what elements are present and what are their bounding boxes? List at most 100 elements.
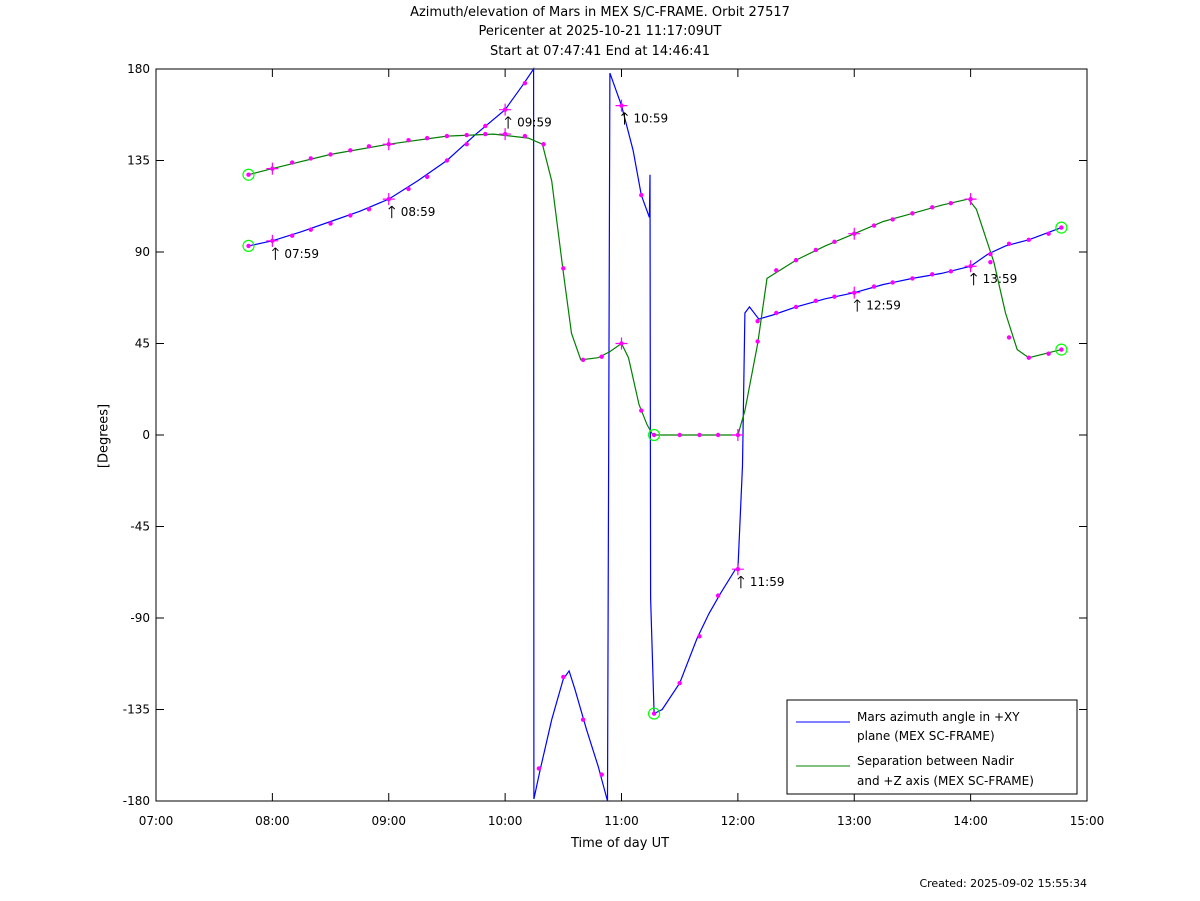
hour-cross-marker: [382, 138, 395, 151]
hour-cross-marker: [615, 99, 628, 112]
hour-cross-marker: [848, 286, 861, 299]
data-point-marker: [599, 354, 604, 359]
hour-cross-marker: [731, 563, 744, 576]
data-point-marker: [424, 135, 430, 141]
annotation-label: 13:59: [983, 272, 1018, 286]
data-point-marker: [1059, 347, 1064, 352]
data-point-marker: [988, 259, 993, 265]
data-point-marker: [832, 239, 837, 245]
y-tick-label: 45: [135, 337, 150, 351]
data-point-marker: [483, 131, 488, 137]
x-tick-label: 07:00: [139, 814, 174, 828]
data-point-marker: [651, 432, 657, 438]
data-point-marker: [580, 717, 586, 722]
annotation-label: 10:59: [634, 112, 669, 126]
y-axis-label: [Degrees]: [96, 403, 112, 469]
data-point-marker: [308, 227, 313, 232]
data-point-marker: [651, 711, 657, 716]
data-point-marker: [813, 298, 819, 303]
data-point-marker: [639, 408, 644, 413]
data-point-marker: [910, 276, 915, 281]
endpoint-circle: [242, 239, 255, 252]
y-tick-label: -180: [123, 794, 150, 808]
x-tick-label: 09:00: [371, 814, 406, 828]
x-tick-label: 12:00: [721, 814, 756, 828]
data-point-marker: [715, 432, 721, 438]
data-point-marker: [561, 674, 566, 680]
data-point-marker: [366, 207, 372, 212]
data-point-marker: [755, 339, 760, 344]
data-point-marker: [793, 304, 799, 310]
hour-cross-marker: [848, 227, 861, 240]
data-point-marker: [948, 201, 954, 206]
annotations-layer: 07:59 08:59 09:59 10:59 11:59 12:59 13:59: [272, 112, 1018, 589]
data-point-marker: [910, 211, 915, 216]
hour-cross-marker: [266, 162, 279, 175]
data-point-marker: [328, 152, 333, 157]
hour-cross-marker: [266, 234, 279, 247]
legend: Mars azimuth angle in +XY plane (MEX SC-…: [786, 699, 1078, 795]
data-point-marker: [561, 266, 566, 271]
data-point-marker: [289, 233, 295, 238]
data-point-marker: [930, 205, 935, 210]
chart-title-line-2: Pericenter at 2025-10-21 11:17:09UT: [478, 24, 722, 39]
annotation-arrow: [621, 112, 628, 125]
data-point-marker: [406, 186, 411, 192]
annotation-arrow: [737, 575, 745, 589]
data-point-marker: [793, 257, 799, 263]
y-tick-label: 0: [142, 428, 150, 442]
data-point-marker: [444, 133, 450, 139]
data-point-marker: [890, 217, 895, 222]
plot-frame: [155, 68, 1088, 802]
data-point-marker: [536, 766, 542, 771]
data-point-marker: [522, 81, 528, 86]
endpoint-circle: [1055, 221, 1068, 234]
y-tick-label: -135: [123, 703, 150, 717]
data-point-marker: [444, 158, 450, 163]
data-point-marker: [246, 243, 251, 249]
data-point-marker: [1059, 225, 1064, 230]
data-point-marker: [348, 213, 353, 218]
y-tick-label: 90: [135, 245, 150, 259]
data-point-marker: [677, 680, 682, 686]
data-point-marker: [1006, 335, 1012, 340]
data-point-marker: [522, 133, 528, 139]
markers-layer: [242, 81, 1068, 777]
chart-title-line-3: Start at 07:47:41 End at 14:46:41: [489, 44, 711, 59]
data-point-marker: [774, 268, 779, 273]
data-point-marker: [424, 174, 430, 179]
data-point-marker: [1046, 351, 1051, 356]
data-point-marker: [988, 251, 993, 257]
data-point-marker: [599, 772, 604, 777]
series-line-separation: [248, 133, 1062, 436]
x-axis-label: Time of day UT: [570, 836, 670, 851]
axes-layer: 07:00 08:00 09:00 10:00 11:00 12:00 13:00 14:00…: [123, 62, 1105, 828]
data-point-marker: [715, 593, 721, 598]
hour-cross-marker: [731, 429, 744, 441]
hour-cross-marker: [499, 103, 512, 116]
data-point-marker: [328, 221, 333, 226]
data-point-marker: [890, 280, 895, 285]
data-point-marker: [871, 284, 877, 289]
data-point-marker: [308, 156, 313, 161]
data-point-marker: [406, 137, 411, 143]
annotation-arrow: [970, 272, 977, 286]
y-tick-label: 180: [127, 62, 150, 76]
data-point-marker: [1026, 237, 1032, 242]
legend-label-separation-line-1: Separation between Nadir: [857, 754, 1014, 768]
data-point-marker: [930, 272, 935, 277]
annotation-arrow: [504, 116, 512, 129]
x-tick-label: 08:00: [255, 814, 290, 828]
y-tick-label: 135: [127, 154, 150, 168]
endpoint-circle: [1055, 343, 1068, 356]
annotation-arrow: [272, 247, 279, 260]
annotation-label: 09:59: [517, 116, 552, 130]
data-point-marker: [464, 142, 469, 147]
data-point-marker: [697, 634, 702, 639]
legend-label-azimuth-line-1: Mars azimuth angle in +XY: [857, 710, 1020, 724]
data-point-marker: [246, 172, 251, 177]
chart-title-line-1: Azimuth/elevation of Mars in MEX S/C-FRA…: [410, 5, 790, 20]
data-point-marker: [832, 294, 837, 299]
annotation-label: 07:59: [284, 247, 319, 261]
